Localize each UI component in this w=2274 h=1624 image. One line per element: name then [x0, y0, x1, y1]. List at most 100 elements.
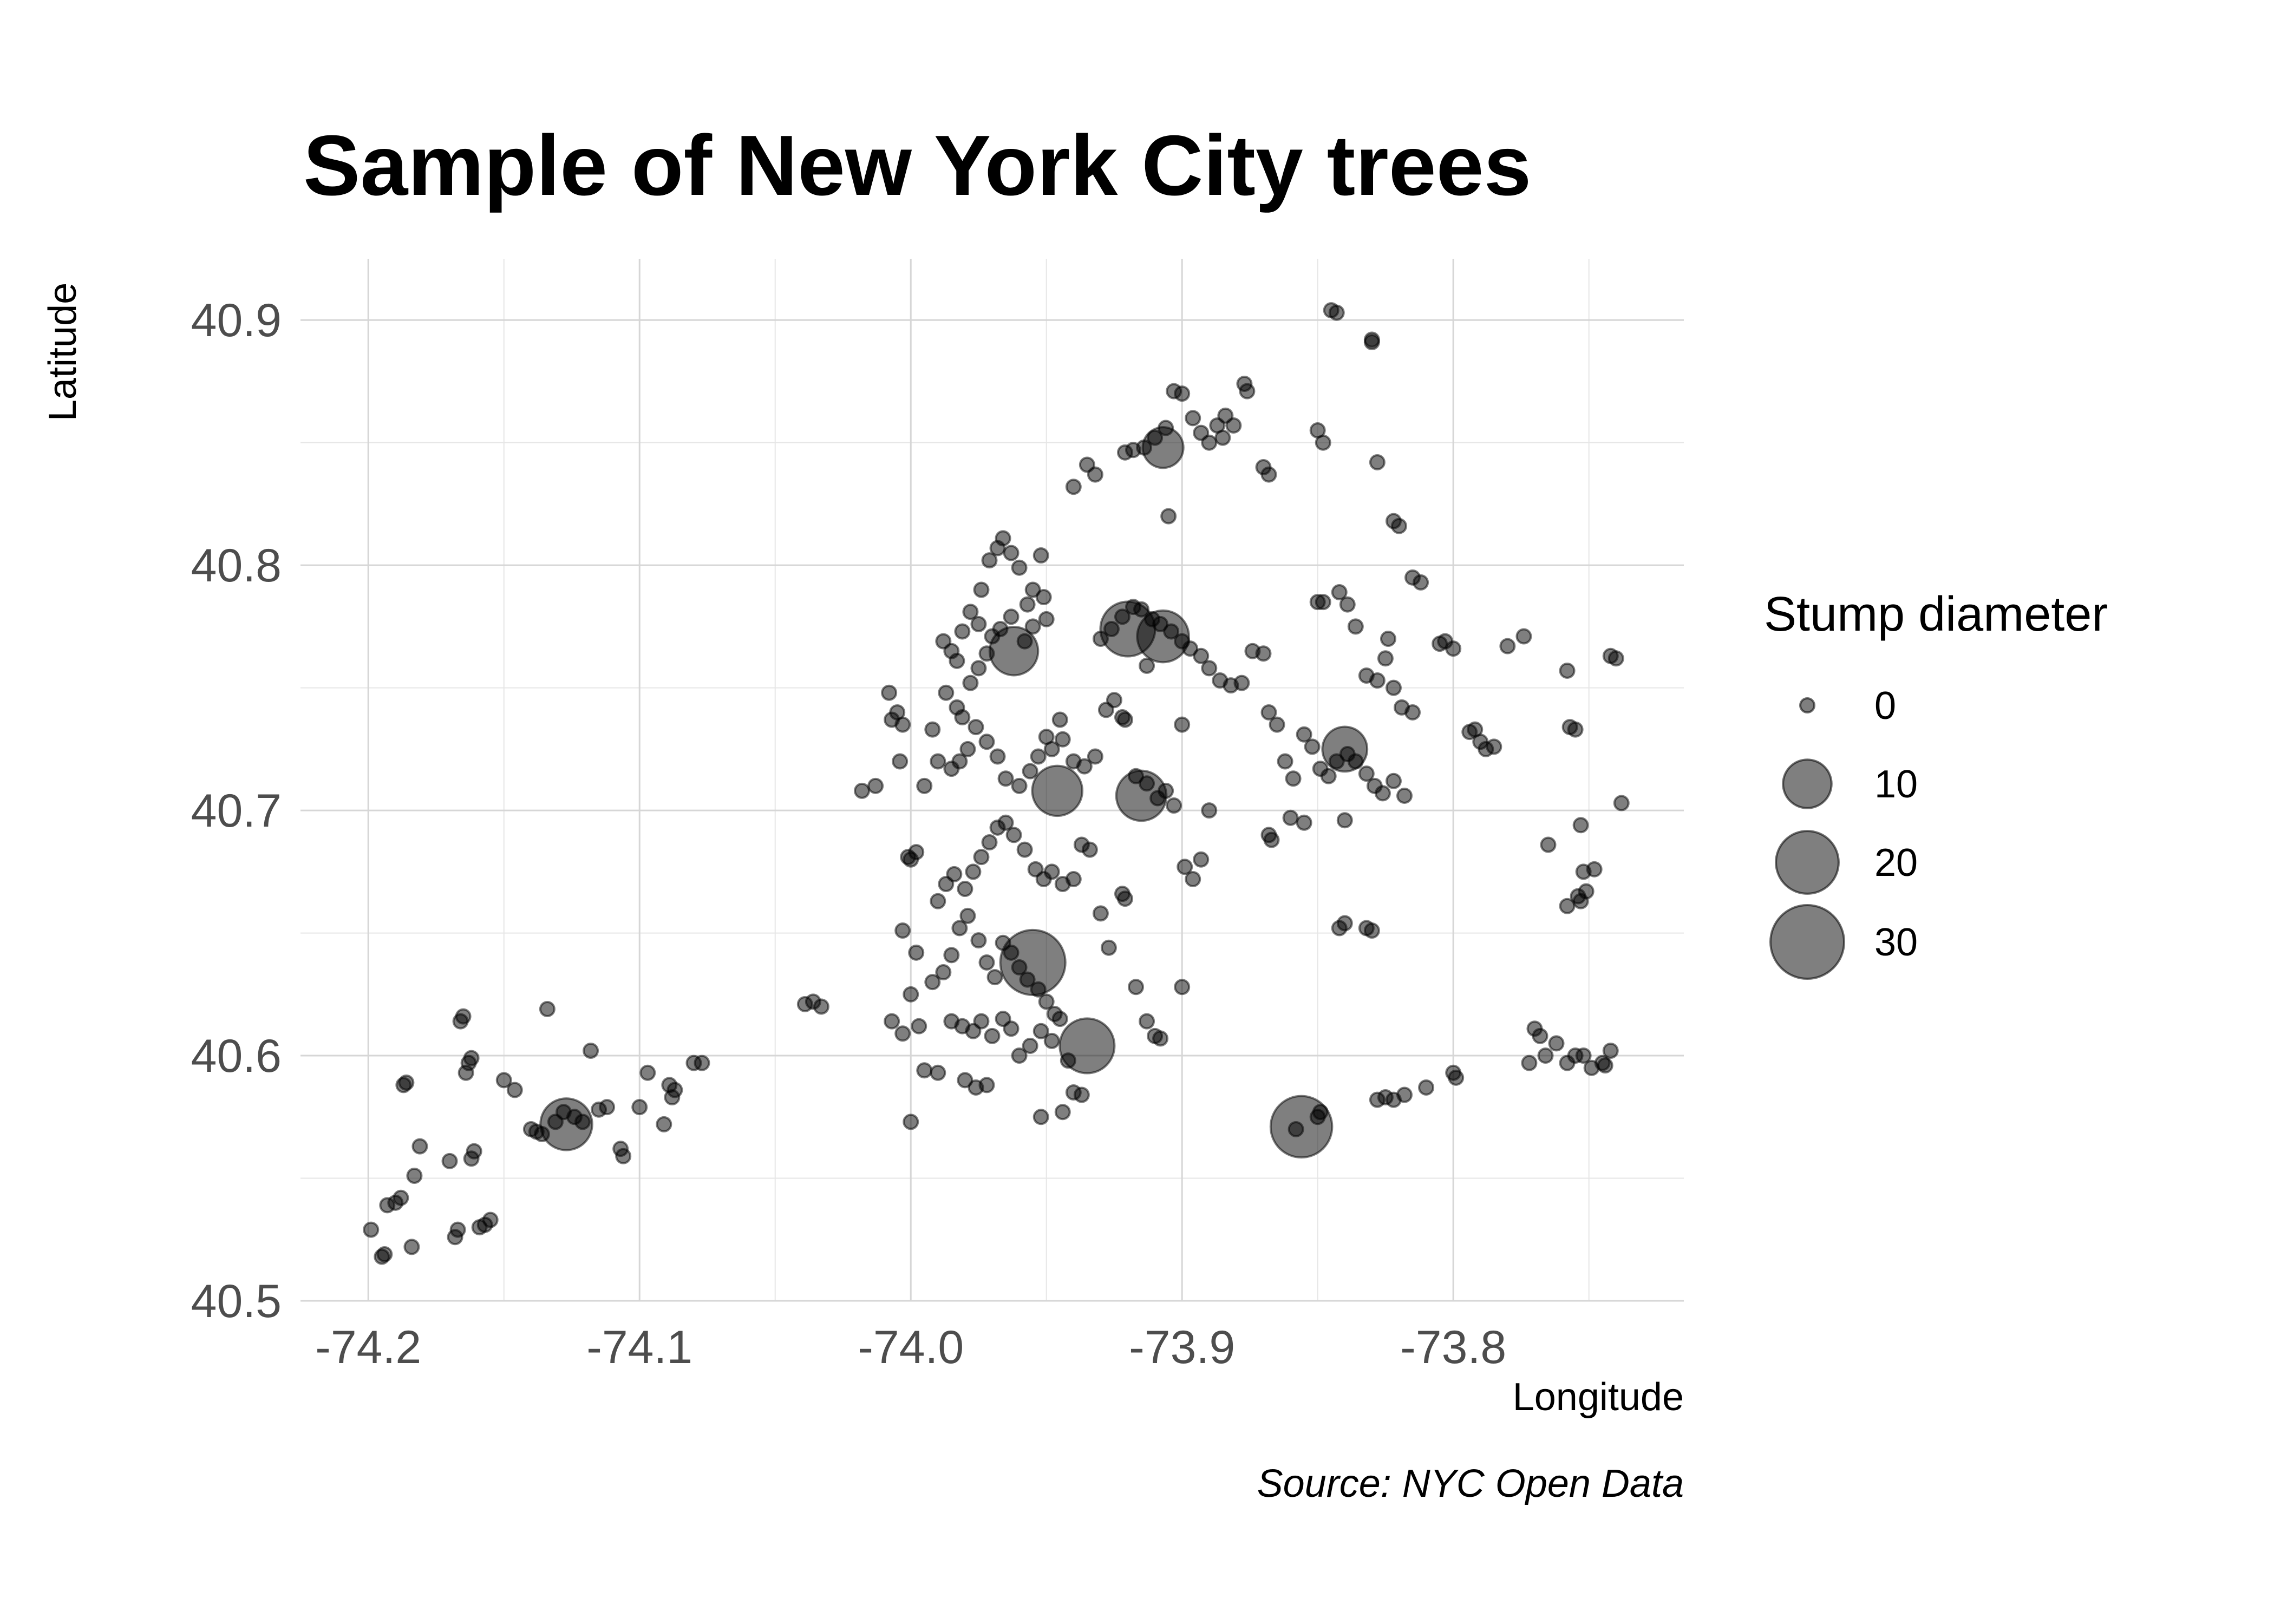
data-point	[1193, 647, 1210, 664]
data-point	[1003, 608, 1020, 625]
data-point	[1277, 753, 1293, 770]
data-point	[924, 974, 941, 991]
data-point	[1076, 758, 1093, 775]
data-point	[970, 615, 987, 632]
data-point	[1358, 765, 1375, 782]
data-point	[1201, 434, 1218, 451]
data-point	[639, 1064, 656, 1081]
data-point	[1033, 1023, 1049, 1039]
data-point	[666, 1082, 683, 1098]
data-point	[1019, 596, 1036, 613]
data-point	[892, 753, 909, 770]
data-point	[984, 1027, 1001, 1044]
y-axis-ticks: 40.5 40.6 40.7 40.8 40.9	[191, 294, 282, 1327]
legend: Stump diameter 0 10 20 30	[1764, 587, 2108, 980]
data-point	[1152, 1030, 1169, 1047]
data-point	[1022, 763, 1038, 780]
data-point	[463, 1050, 480, 1066]
data-point	[930, 893, 946, 909]
data-point	[631, 1099, 648, 1116]
data-point	[995, 530, 1011, 547]
data-point	[894, 716, 911, 733]
data-point	[916, 777, 933, 794]
data-point	[949, 652, 965, 669]
data-point	[1011, 1047, 1028, 1064]
data-point	[1024, 581, 1041, 598]
data-point	[957, 1072, 973, 1089]
data-point	[1540, 836, 1557, 853]
data-point	[694, 1055, 710, 1071]
data-point	[981, 834, 998, 850]
data-point	[916, 1062, 933, 1079]
data-point	[1260, 704, 1277, 721]
x-tick-label: -73.8	[1400, 1321, 1506, 1373]
legend-key	[1769, 904, 1845, 980]
data-point	[1260, 466, 1277, 483]
data-point	[449, 1221, 466, 1238]
data-point	[1331, 584, 1348, 600]
data-point	[1404, 569, 1421, 586]
data-point	[1377, 650, 1394, 667]
data-point	[903, 1114, 919, 1130]
data-point	[1051, 711, 1068, 728]
data-point	[1051, 1011, 1068, 1027]
grid	[300, 259, 1684, 1302]
data-point	[1255, 645, 1272, 662]
data-point	[968, 719, 984, 736]
legend-label: 10	[1874, 763, 1918, 806]
y-tick-label: 40.9	[191, 294, 282, 346]
data-point	[959, 741, 976, 757]
data-point	[1185, 870, 1201, 887]
data-point	[813, 998, 829, 1015]
data-point	[599, 1099, 616, 1116]
data-point	[1285, 770, 1302, 787]
data-point-large	[1031, 764, 1084, 817]
data-point	[1011, 559, 1028, 576]
data-point	[943, 947, 960, 964]
data-point	[1532, 1027, 1548, 1044]
data-point	[1035, 589, 1052, 606]
data-point	[1081, 841, 1098, 858]
data-point	[867, 777, 884, 794]
data-point	[911, 1018, 927, 1034]
data-point	[656, 1116, 672, 1132]
data-point	[1282, 809, 1299, 826]
data-point	[1336, 915, 1353, 932]
data-point	[1033, 1109, 1049, 1125]
data-point	[1174, 385, 1191, 402]
data-point	[1537, 1047, 1554, 1064]
data-point	[1445, 640, 1462, 657]
data-point	[1559, 898, 1576, 914]
data-point	[1054, 1104, 1071, 1121]
data-point-large	[539, 1097, 593, 1151]
data-point	[954, 623, 971, 640]
data-point	[951, 753, 968, 770]
legend-key	[1799, 697, 1815, 713]
data-point	[441, 1152, 458, 1169]
data-point	[1214, 429, 1231, 446]
data-point	[962, 675, 979, 691]
data-point	[978, 734, 995, 750]
data-point	[393, 1189, 409, 1206]
data-point	[1065, 870, 1082, 887]
data-point	[1374, 785, 1391, 802]
data-point	[1515, 628, 1532, 645]
data-point	[1139, 1013, 1155, 1030]
data-point	[1575, 1047, 1592, 1064]
data-point	[1597, 1057, 1613, 1074]
data-point	[962, 604, 979, 620]
data-point	[908, 844, 925, 861]
data-point	[1193, 851, 1210, 868]
data-point	[894, 922, 911, 939]
data-point	[1201, 802, 1218, 819]
data-point	[539, 1001, 556, 1017]
data-point	[1160, 508, 1177, 525]
data-point	[954, 709, 971, 725]
data-point	[930, 1064, 946, 1081]
data-point	[1602, 1043, 1619, 1059]
data-point-large	[988, 625, 1040, 677]
data-point	[1263, 831, 1280, 848]
x-axis-label: Longitude	[1513, 1376, 1684, 1419]
data-point	[1347, 618, 1364, 635]
data-point	[881, 684, 898, 701]
